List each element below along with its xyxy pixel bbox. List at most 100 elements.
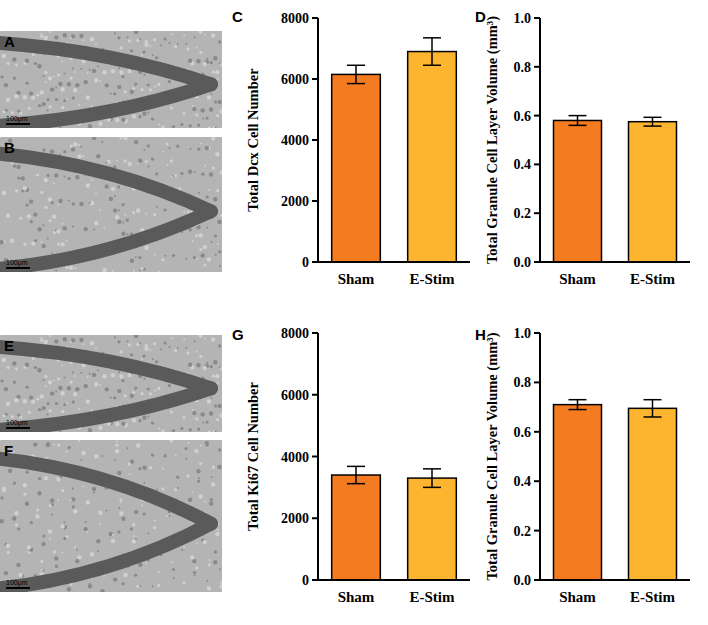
bar [629, 122, 677, 262]
texture [2, 358, 6, 362]
texture [138, 115, 141, 118]
texture [13, 77, 16, 80]
y-tick [312, 139, 318, 141]
texture [40, 241, 42, 243]
texture [48, 76, 52, 80]
texture [112, 534, 114, 536]
texture [174, 174, 177, 177]
error-cap [569, 125, 587, 127]
error-cap [347, 483, 365, 485]
texture [134, 387, 137, 390]
texture [211, 337, 215, 341]
texture [96, 154, 100, 158]
texture [40, 337, 42, 339]
granule-layer [0, 524, 211, 589]
panel-label: F [4, 442, 13, 459]
texture [2, 414, 5, 417]
texture [119, 350, 122, 353]
error-cap [347, 65, 365, 67]
texture [169, 346, 171, 348]
y-tick-label: 0.6 [514, 109, 532, 124]
micrograph [0, 335, 222, 432]
texture [28, 107, 31, 110]
background [0, 0, 708, 625]
texture [214, 550, 217, 553]
texture [161, 487, 164, 490]
texture [66, 240, 68, 242]
error-stem [431, 469, 433, 488]
texture [75, 387, 79, 391]
texture [114, 32, 116, 34]
texture [40, 560, 43, 563]
texture [217, 243, 219, 245]
texture [70, 381, 73, 384]
texture [138, 256, 141, 259]
texture [215, 374, 219, 378]
texture [196, 46, 198, 48]
texture [204, 34, 206, 36]
texture [219, 413, 222, 417]
texture [136, 585, 139, 588]
texture [48, 380, 52, 384]
texture [188, 59, 192, 63]
y-axis-label: Total Dcx Cell Number [245, 68, 261, 212]
texture [42, 149, 45, 152]
texture [201, 108, 205, 112]
texture [140, 88, 143, 91]
texture [89, 69, 91, 71]
texture [162, 468, 164, 470]
y-tick-label: 0.0 [514, 255, 532, 270]
bar [554, 120, 602, 262]
texture [164, 255, 166, 257]
texture [113, 208, 117, 212]
texture [199, 355, 202, 358]
texture [80, 146, 82, 148]
x-tick-label: Sham [338, 271, 375, 287]
texture [198, 31, 202, 34]
texture [192, 491, 194, 493]
texture [187, 474, 190, 477]
texture [94, 382, 98, 386]
texture [91, 179, 93, 181]
y-tick-label: 1.0 [514, 11, 532, 26]
texture [151, 118, 154, 121]
texture [150, 45, 152, 47]
texture [73, 509, 77, 513]
texture [176, 145, 179, 148]
texture [134, 140, 138, 144]
texture [217, 465, 221, 469]
texture [217, 529, 219, 531]
texture [73, 392, 77, 396]
texture [156, 489, 158, 491]
error-stem [355, 65, 357, 83]
texture [47, 174, 50, 177]
texture [15, 367, 18, 370]
bar [332, 475, 381, 580]
error-stem [652, 400, 654, 417]
texture [174, 349, 177, 352]
texture [138, 467, 141, 470]
texture [44, 340, 48, 344]
texture [110, 397, 112, 399]
texture [103, 575, 105, 577]
texture [220, 581, 222, 584]
texture [132, 391, 135, 394]
texture [48, 529, 52, 533]
texture [169, 515, 171, 517]
texture [141, 358, 143, 360]
texture [102, 268, 106, 272]
texture [148, 165, 150, 167]
texture [44, 178, 48, 182]
texture [57, 444, 60, 447]
texture [4, 571, 8, 575]
texture [70, 499, 72, 501]
error-bar [423, 469, 441, 488]
texture [66, 99, 68, 101]
texture [51, 252, 53, 254]
texture [0, 379, 3, 382]
texture [52, 214, 56, 218]
texture [55, 565, 58, 568]
texture [19, 217, 22, 220]
texture [111, 539, 115, 543]
texture [112, 270, 114, 272]
